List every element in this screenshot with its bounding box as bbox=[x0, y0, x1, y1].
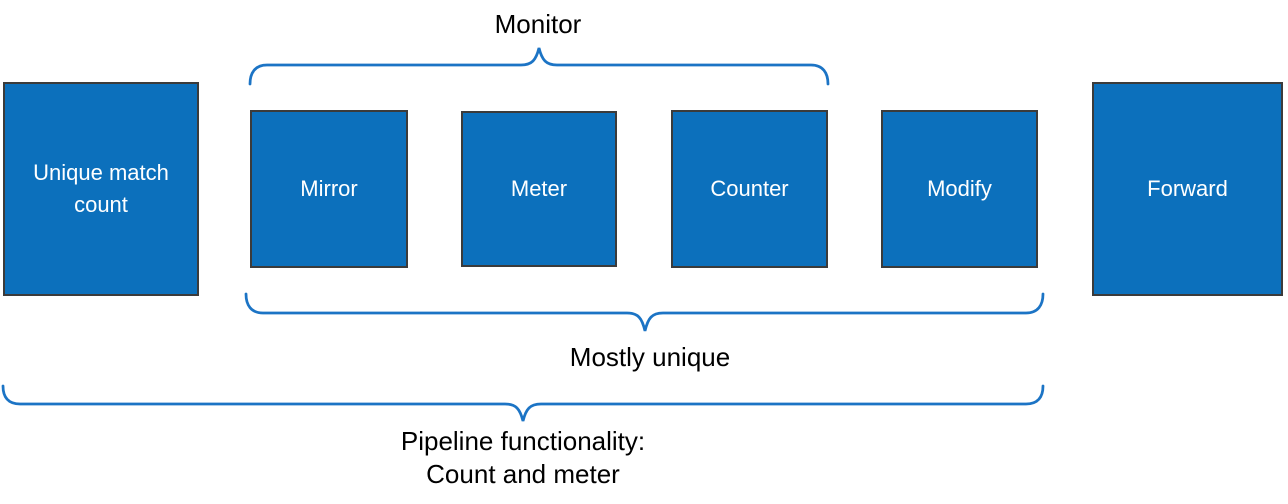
box-meter: Meter bbox=[461, 111, 617, 267]
box-counter-label: Counter bbox=[710, 176, 789, 202]
box-forward-label: Forward bbox=[1147, 176, 1228, 202]
box-forward: Forward bbox=[1092, 82, 1283, 296]
box-unique-match-count-label: Unique match count bbox=[33, 160, 169, 217]
pipeline-brace-label: Pipeline functionality: Count and meter bbox=[323, 425, 723, 491]
pipeline-brace-label-line2: Count and meter bbox=[426, 459, 620, 489]
mostly-unique-brace-label: Mostly unique bbox=[569, 342, 731, 372]
monitor-brace bbox=[248, 47, 830, 86]
box-mirror-label: Mirror bbox=[300, 176, 358, 202]
box-meter-label: Meter bbox=[510, 176, 568, 202]
pipeline-brace bbox=[1, 384, 1045, 422]
box-mirror: Mirror bbox=[250, 110, 408, 268]
mostly-unique-brace bbox=[244, 292, 1045, 332]
box-modify-label: Modify bbox=[927, 176, 992, 202]
pipeline-brace-label-line1: Pipeline functionality: bbox=[400, 426, 646, 456]
box-unique-match-count: Unique match count bbox=[3, 82, 199, 296]
box-modify: Modify bbox=[881, 110, 1038, 268]
monitor-brace-label: Monitor bbox=[494, 9, 582, 39]
box-counter: Counter bbox=[671, 110, 828, 268]
